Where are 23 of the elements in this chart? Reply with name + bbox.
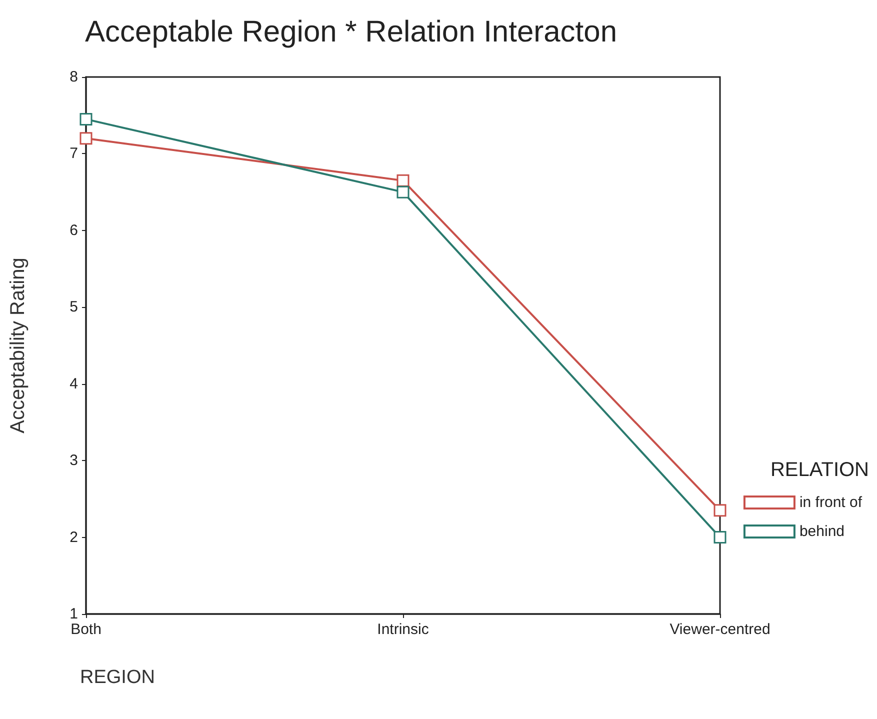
point <box>80 132 92 145</box>
x-tick-label: Intrinsic <box>377 621 430 638</box>
x-tick-label: Viewer-centred <box>670 621 770 638</box>
x-axis-title: REGION <box>80 667 155 688</box>
legend-label: in front of <box>799 494 863 511</box>
y-axis-title: Acceptability Rating <box>7 258 29 434</box>
y-tick-label: 4 <box>70 375 78 392</box>
x-tick-label: Both <box>70 621 102 638</box>
point <box>714 531 726 544</box>
legend-label: behind <box>799 523 845 540</box>
point <box>396 174 410 187</box>
y-tick-label: 1 <box>70 606 78 622</box>
y-tick-label: 2 <box>70 528 78 546</box>
chart-title: Acceptable Region * Relation Interacton <box>85 16 618 48</box>
y-tick-label: 7 <box>70 145 78 162</box>
y-tick-label: 6 <box>70 222 78 239</box>
y-tick-label: 5 <box>70 298 78 316</box>
y-tick-label: 3 <box>70 452 78 470</box>
point <box>396 186 410 198</box>
point <box>80 112 92 126</box>
y-tick-label: 8 <box>70 68 78 86</box>
legend-title: RELATION <box>770 459 870 481</box>
point <box>714 504 726 517</box>
